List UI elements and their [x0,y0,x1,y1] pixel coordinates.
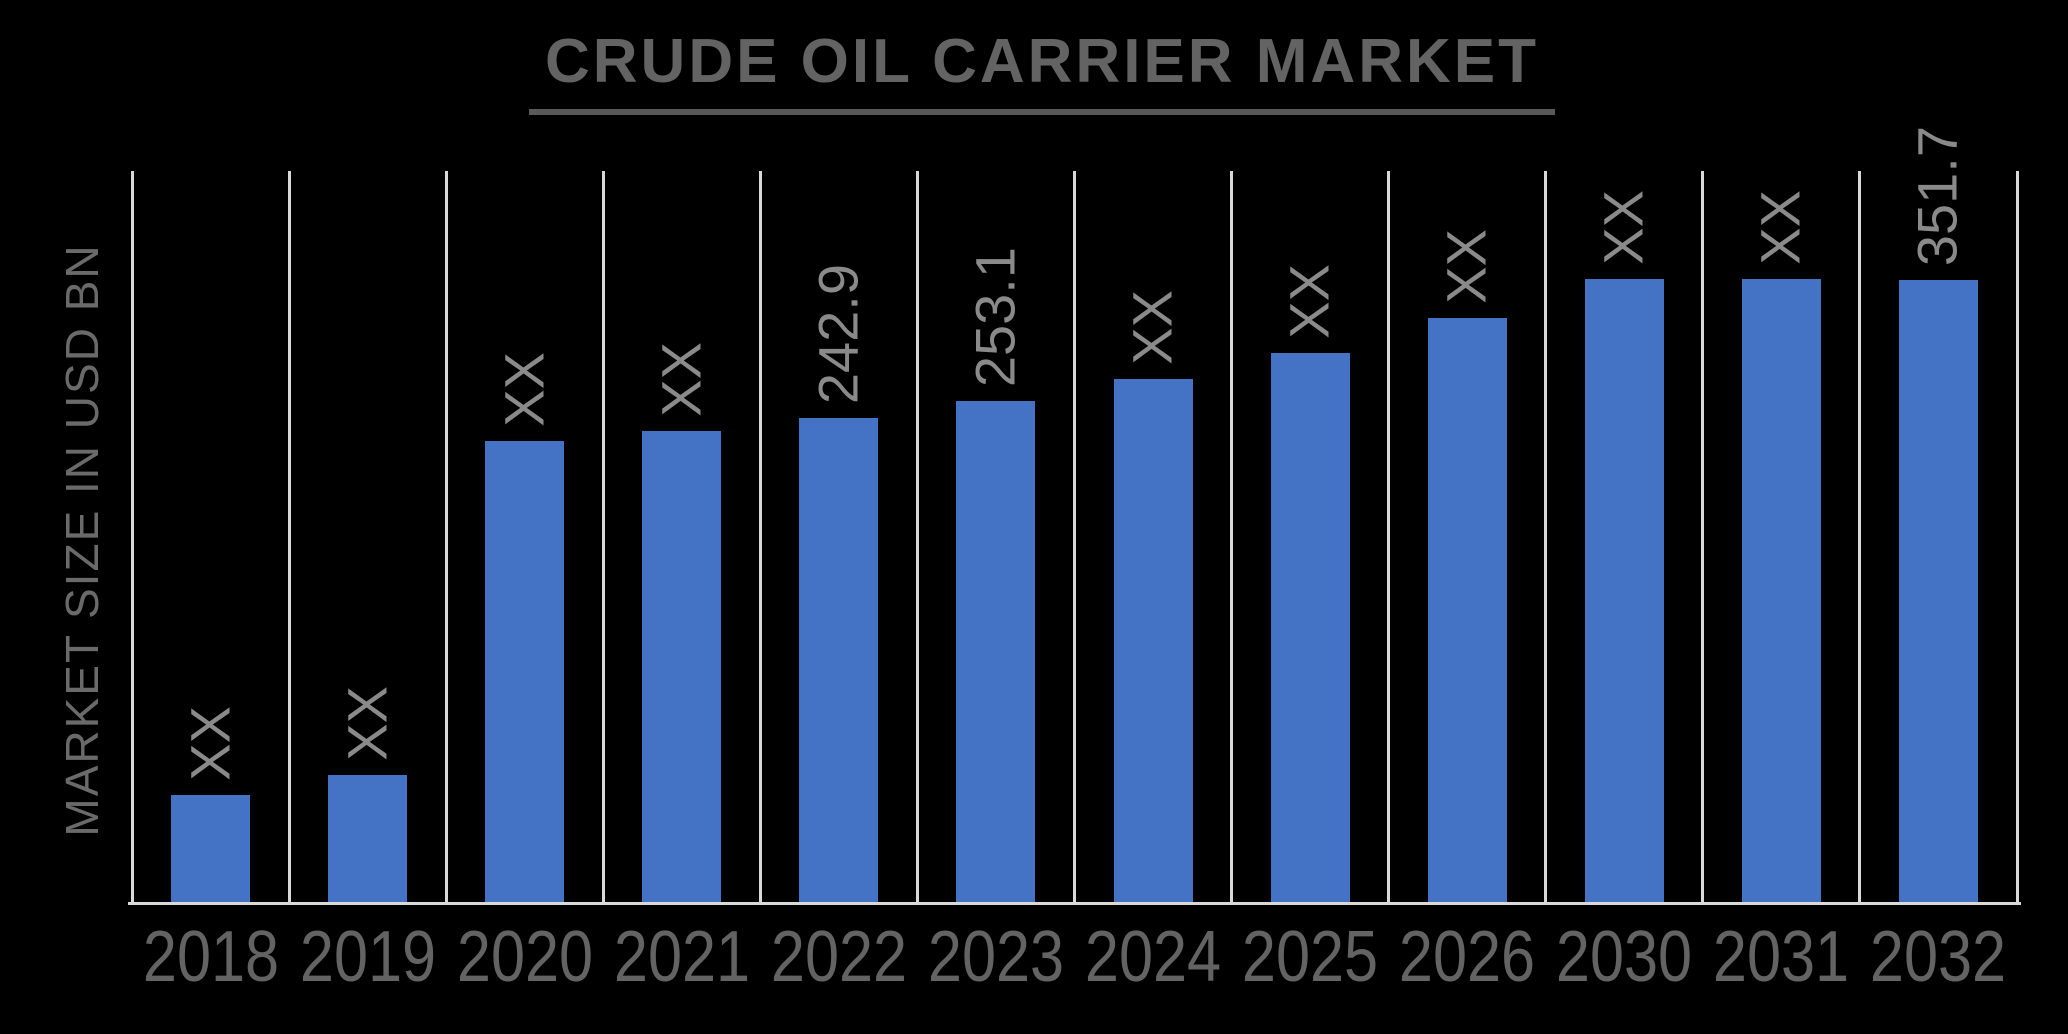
bar-value-label-2020: XX [492,352,556,427]
bar-2031 [1741,279,1821,902]
x-axis-tick-label-2026: 2026 [1399,917,1536,997]
bar-value-label-2030: XX [1591,190,1655,265]
x-axis-tick-label-2024: 2024 [1084,917,1222,997]
bar-value-label-2021: XX [649,342,713,417]
gridline [444,171,448,902]
bar-2026 [1427,318,1507,902]
bar-2018 [171,795,251,902]
x-axis-tick-label-2025: 2025 [1242,917,1379,997]
gridline [915,171,919,902]
chart-title: CRUDE OIL CARRIER MARKET [529,26,1555,115]
x-axis-tick-label-2031: 2031 [1713,917,1850,997]
gridline [1701,171,1705,902]
x-axis-tick-label-2032: 2032 [1870,917,2007,997]
gridline [601,171,605,902]
gridline [758,171,762,902]
bar-value-label-2026: XX [1434,229,1498,304]
bar-value-label-2022: 242.9 [806,263,870,404]
bar-value-label-2023: 253.1 [963,246,1027,387]
gridline [130,171,134,902]
x-axis-tick-label-2022: 2022 [770,917,907,997]
bar-2025 [1270,353,1350,902]
x-axis-tick-label-2021: 2021 [613,917,750,997]
gridline [1073,171,1076,902]
bar-2022 [799,418,879,902]
gridline [1858,171,1862,902]
bar-2030 [1584,279,1664,902]
x-axis-line [128,902,2021,905]
bar-2020 [485,441,565,902]
bar-2021 [642,431,722,902]
gridline [2015,171,2019,902]
x-axis-tick-label-2018: 2018 [142,917,279,997]
bar-2019 [328,775,408,902]
x-axis-tick-label-2023: 2023 [927,917,1065,997]
bar-2032 [1898,280,1978,902]
bar-value-label-2018: XX [178,706,242,781]
gridline [1230,171,1234,902]
gridline [1387,171,1391,902]
bar-value-label-2032: 351.7 [1906,125,1970,266]
bar-value-label-2031: XX [1748,190,1812,265]
bar-value-label-2019: XX [335,686,399,761]
x-axis-tick-label-2020: 2020 [456,917,593,997]
gridline [287,171,291,902]
bar-value-label-2025: XX [1277,264,1341,339]
bar-2024 [1113,379,1193,902]
x-axis-tick-label-2030: 2030 [1556,917,1693,997]
x-axis-tick-label-2019: 2019 [299,917,436,997]
gridline [1544,171,1548,902]
bar-2023 [956,401,1036,902]
bar-value-label-2024: XX [1120,290,1184,365]
